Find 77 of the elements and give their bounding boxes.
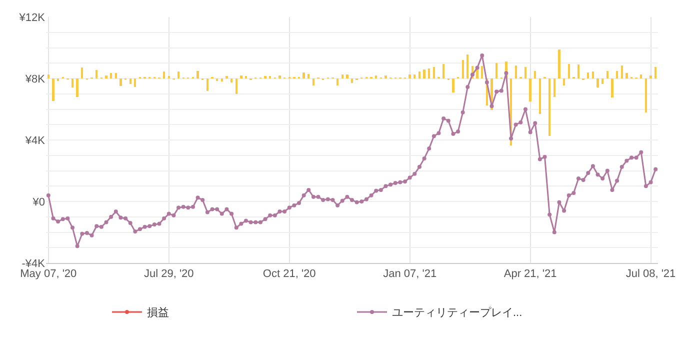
bar [302, 72, 305, 78]
bar [462, 60, 464, 78]
bar [414, 74, 416, 78]
bar [312, 78, 315, 86]
bar [47, 74, 50, 78]
bar [52, 78, 54, 101]
bar [384, 75, 387, 78]
bar [235, 78, 238, 94]
bar [120, 78, 122, 86]
bar [230, 78, 233, 82]
bar [134, 78, 136, 87]
bar [110, 73, 112, 78]
bar [524, 66, 527, 78]
bar [432, 66, 436, 78]
bar [650, 75, 652, 78]
bar [466, 54, 469, 78]
bar [350, 78, 354, 84]
bar [96, 70, 98, 78]
bar [640, 74, 642, 78]
bar [129, 78, 132, 84]
bar [418, 72, 421, 78]
bar [71, 78, 74, 88]
x-tick-label: Jan 07, '21 [383, 268, 437, 280]
bar [602, 78, 604, 84]
y-tick-label: ¥12K [18, 12, 46, 24]
bar [196, 70, 199, 78]
y-tick-label: ¥0 [32, 196, 45, 208]
bar [423, 69, 426, 78]
bar [558, 49, 560, 78]
x-tick-label: Apr 21, '21 [504, 268, 557, 280]
legend-label: 損益 [147, 307, 169, 320]
bar [76, 78, 78, 97]
bar [346, 74, 348, 78]
bar [481, 66, 484, 78]
y-tick-label: ¥4K [24, 134, 46, 147]
bar [428, 68, 430, 78]
legend-label: ユーティリティープレイ... [392, 306, 522, 320]
bar [81, 68, 84, 78]
x-tick-label: Oct 21, '20 [262, 268, 316, 280]
bar [577, 64, 580, 78]
bar [611, 78, 614, 98]
bar [654, 66, 657, 78]
bar [442, 64, 445, 78]
bar [452, 78, 454, 92]
x-tick-label: Jul 29, '20 [144, 268, 194, 280]
bar [162, 72, 166, 78]
bar [495, 63, 498, 78]
bar [114, 73, 117, 78]
bar [534, 70, 536, 78]
bar [644, 78, 648, 112]
bar [408, 74, 411, 78]
bar [177, 72, 180, 78]
bar [105, 75, 108, 78]
bar [308, 74, 310, 78]
bar [596, 78, 599, 88]
bar [587, 72, 590, 78]
bar [616, 70, 618, 78]
x-tick-label: May 07, '20 [20, 268, 77, 280]
bar [538, 78, 542, 114]
x-tick-label: Jul 08, '21 [626, 268, 676, 280]
bar [620, 65, 623, 78]
bar [206, 78, 209, 91]
bar [562, 78, 566, 86]
bar [514, 65, 517, 78]
bar [240, 75, 242, 78]
bar [341, 74, 344, 78]
bar [278, 75, 281, 78]
bar [626, 73, 628, 78]
bar [568, 64, 570, 78]
y-tick-label: ¥8K [24, 73, 46, 86]
bar [553, 78, 556, 97]
bar [529, 78, 532, 102]
bar [592, 72, 594, 78]
bar [336, 78, 339, 86]
bar [606, 70, 608, 78]
bar [548, 78, 551, 136]
y-tick-label: -¥4K [22, 258, 46, 270]
